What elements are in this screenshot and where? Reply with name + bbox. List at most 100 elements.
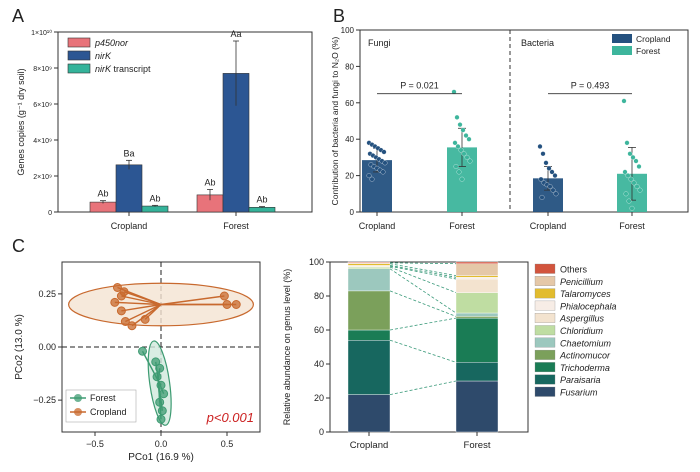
bar	[141, 205, 169, 213]
y-tick-label: 1×10¹⁰	[31, 29, 52, 37]
legend-label: Chaetomium	[560, 338, 612, 348]
data-point	[460, 127, 466, 133]
legend-label: Others	[560, 265, 588, 275]
data-point	[537, 144, 543, 149]
data-point	[156, 414, 166, 424]
data-point	[451, 89, 457, 95]
significance-letter: Ab	[256, 195, 267, 205]
legend-swatch	[534, 313, 556, 323]
y-tick-label: 60	[345, 99, 354, 108]
legend-label: Phialocephala	[560, 301, 617, 311]
y-tick-label: 8×10⁹	[33, 66, 52, 73]
legend-swatch	[534, 276, 556, 286]
data-point	[157, 406, 167, 416]
legend-swatch	[534, 349, 556, 360]
data-point	[116, 291, 126, 301]
y-tick-label: 0.00	[38, 342, 56, 352]
panel-c-pcoa-chart: −0.5 0.0 0.5 −0.25 0.00 0.25 PCo1 (16.9 %) PCo2…	[14, 261, 261, 463]
data-point	[140, 314, 150, 324]
y-axis-label: PCo2 (13.0 %)	[14, 314, 25, 380]
x-tick-label: Cropland	[350, 440, 389, 451]
panel-label-a: A	[12, 6, 24, 26]
legend-label: Forest	[636, 46, 661, 56]
data-point	[151, 357, 161, 367]
data-point	[630, 154, 636, 160]
legend-marker	[74, 394, 82, 402]
x-tick-label: −0.5	[86, 439, 104, 449]
data-point	[621, 98, 627, 104]
x-tick-label: Forest	[449, 221, 475, 231]
data-point	[631, 180, 637, 186]
panel-label-c: C	[12, 236, 25, 256]
spider-line	[121, 303, 162, 312]
data-point	[628, 176, 634, 182]
significance-letter: Ab	[97, 189, 108, 199]
stacked-segment	[455, 380, 499, 433]
data-point	[138, 346, 148, 356]
connector-line	[389, 262, 457, 265]
data-point	[231, 300, 241, 309]
p-value-annotation: p<0.001	[206, 410, 254, 425]
data-point	[549, 169, 555, 175]
stacked-segment	[347, 290, 391, 331]
data-point	[624, 140, 630, 146]
x-tick-label: 0.5	[221, 439, 234, 449]
spider-line	[160, 295, 225, 306]
data-point	[626, 198, 632, 204]
data-point	[629, 205, 635, 211]
data-point	[152, 372, 162, 382]
legend-label: Fusarium	[560, 388, 598, 398]
legend-swatch	[534, 263, 556, 274]
connector-line	[389, 290, 457, 317]
stacked-segment	[455, 362, 499, 382]
y-axis-label: Genes copies (g⁻¹ dry soil)	[16, 68, 26, 175]
stacked-segment	[347, 266, 391, 270]
stacked-segment	[455, 312, 499, 317]
significance-letter: Ab	[204, 178, 215, 188]
legend-label: nirK	[95, 51, 112, 61]
data-point	[550, 187, 556, 193]
y-axis-label: Relative abundance on genus level (%)	[282, 269, 292, 426]
connector-line	[389, 265, 457, 278]
stacked-segment	[455, 316, 499, 319]
stacked-segment	[455, 261, 499, 264]
data-point	[466, 136, 472, 142]
y-tick-label: 80	[314, 291, 324, 301]
legend-swatch	[534, 288, 556, 299]
data-point	[456, 169, 462, 175]
data-point	[155, 363, 165, 373]
significance-letter: Ba	[123, 148, 134, 158]
data-point	[634, 184, 640, 189]
y-tick-label: 0.25	[38, 289, 56, 299]
facet-title: Fungi	[368, 38, 391, 48]
data-point	[452, 140, 458, 146]
x-tick-label: Forest	[619, 221, 645, 231]
data-point	[633, 158, 639, 164]
data-point	[455, 144, 461, 149]
legend-label: Forest	[90, 393, 116, 403]
data-point	[116, 306, 126, 316]
y-tick-label: 6×10⁹	[33, 102, 52, 109]
legend-swatch	[67, 37, 91, 48]
data-point	[453, 164, 459, 169]
data-point	[463, 133, 469, 139]
data-point	[625, 173, 631, 179]
y-tick-label: 40	[314, 359, 324, 369]
data-point	[219, 291, 229, 301]
stacked-segment	[347, 261, 391, 264]
y-tick-label: 100	[341, 26, 355, 35]
connector-line	[389, 263, 457, 276]
y-tick-label: 0	[350, 208, 355, 217]
y-tick-label: 100	[309, 257, 324, 267]
x-tick-label: Forest	[464, 440, 491, 451]
data-point	[552, 173, 558, 179]
data-point	[458, 147, 464, 153]
data-point	[156, 380, 166, 390]
data-point	[627, 151, 633, 157]
significance-letter: Aa	[230, 29, 241, 39]
legend-swatch	[67, 50, 91, 61]
panel-a-gene-copies-chart: 0 2×10⁹ 4×10⁹ 6×10⁹ 8×10⁹ 1×10¹⁰ Genes copies …	[16, 29, 313, 231]
y-tick-label: 80	[345, 62, 354, 71]
stacked-segment	[347, 394, 391, 433]
data-point	[382, 160, 388, 166]
